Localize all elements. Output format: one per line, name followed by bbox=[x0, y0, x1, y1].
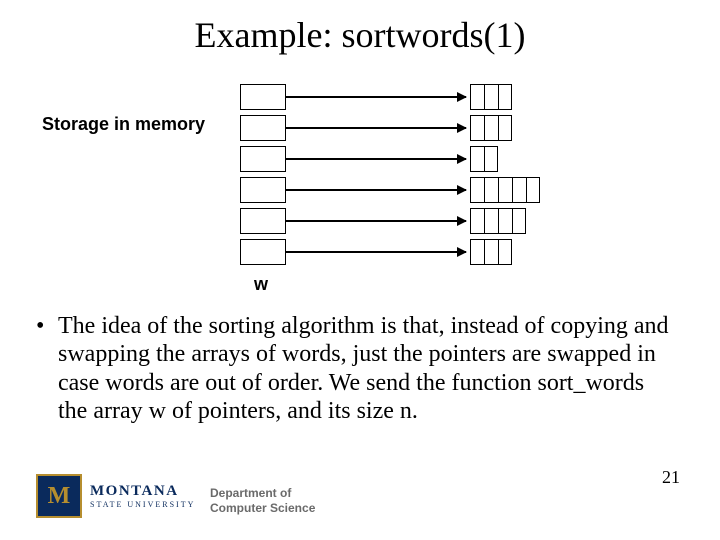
word-array bbox=[470, 84, 512, 110]
char-cell bbox=[484, 115, 498, 141]
department-label: Department of Computer Science bbox=[210, 486, 315, 516]
msu-mark-icon: M bbox=[36, 474, 82, 518]
word-array bbox=[470, 177, 540, 203]
char-cell bbox=[484, 146, 498, 172]
msu-logo: M MONTANA STATE UNIVERSITY bbox=[36, 474, 195, 518]
msu-line1: MONTANA bbox=[90, 484, 195, 499]
arrow-icon bbox=[286, 251, 466, 253]
pointer-diagram: w bbox=[240, 84, 610, 284]
bullet-dot: • bbox=[36, 312, 58, 340]
slide: Example: sortwords(1) Storage in memory … bbox=[0, 0, 720, 540]
char-cell bbox=[484, 84, 498, 110]
array-w-label: w bbox=[254, 274, 268, 295]
char-cell bbox=[484, 177, 498, 203]
char-cell bbox=[512, 208, 526, 234]
pointer-box bbox=[240, 208, 286, 234]
bullet-paragraph: •The idea of the sorting algorithm is th… bbox=[36, 312, 684, 425]
arrow-icon bbox=[286, 158, 466, 160]
char-cell bbox=[512, 177, 526, 203]
pointer-box bbox=[240, 239, 286, 265]
arrow-icon bbox=[286, 96, 466, 98]
char-cell bbox=[484, 208, 498, 234]
pointer-box bbox=[240, 115, 286, 141]
arrow-icon bbox=[286, 127, 466, 129]
char-cell bbox=[470, 146, 484, 172]
word-array bbox=[470, 146, 498, 172]
char-cell bbox=[470, 177, 484, 203]
msu-line2: STATE UNIVERSITY bbox=[90, 501, 195, 509]
memory-label: Storage in memory bbox=[42, 114, 205, 135]
page-number: 21 bbox=[662, 467, 680, 488]
char-cell bbox=[526, 177, 540, 203]
dept-line2: Computer Science bbox=[210, 501, 315, 515]
pointer-box bbox=[240, 84, 286, 110]
char-cell bbox=[498, 239, 512, 265]
dept-line1: Department of bbox=[210, 486, 291, 500]
char-cell bbox=[498, 177, 512, 203]
slide-title: Example: sortwords(1) bbox=[0, 14, 720, 56]
arrow-icon bbox=[286, 220, 466, 222]
char-cell bbox=[470, 208, 484, 234]
pointer-box bbox=[240, 146, 286, 172]
word-array bbox=[470, 115, 512, 141]
char-cell bbox=[498, 208, 512, 234]
word-array bbox=[470, 208, 526, 234]
word-array bbox=[470, 239, 512, 265]
char-cell bbox=[498, 115, 512, 141]
char-cell bbox=[498, 84, 512, 110]
char-cell bbox=[470, 239, 484, 265]
char-cell bbox=[484, 239, 498, 265]
msu-wordmark: MONTANA STATE UNIVERSITY bbox=[90, 484, 195, 509]
bullet-text: The idea of the sorting algorithm is tha… bbox=[58, 312, 678, 425]
char-cell bbox=[470, 115, 484, 141]
arrow-icon bbox=[286, 189, 466, 191]
pointer-box bbox=[240, 177, 286, 203]
char-cell bbox=[470, 84, 484, 110]
pointer-column bbox=[240, 84, 286, 270]
